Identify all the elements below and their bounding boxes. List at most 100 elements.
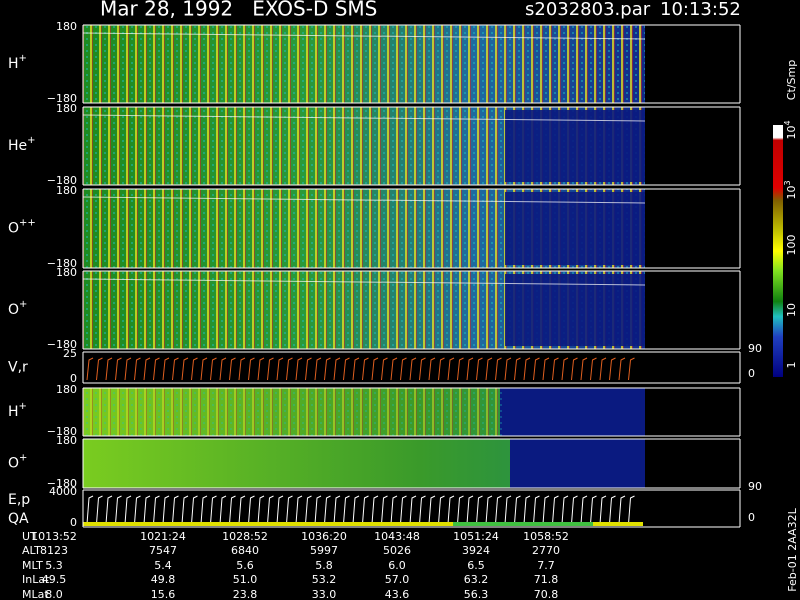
panel-label-sup: + — [19, 299, 27, 310]
tick-label: −180 — [47, 257, 77, 270]
colorbar-label: 10 — [785, 303, 798, 317]
colorbar — [773, 125, 783, 377]
tick-label: 180 — [56, 266, 77, 279]
colorbar-label: 104 — [783, 120, 799, 139]
colorbar-label: 1 — [785, 362, 798, 369]
colorbar-label-base: 10 — [785, 186, 798, 200]
footer-value: 6.5 — [467, 559, 485, 572]
footer-value: 6840 — [231, 544, 259, 557]
qa-bar — [83, 522, 453, 526]
tick-label: −180 — [47, 338, 77, 351]
tick-label: −180 — [47, 477, 77, 490]
tick-label: 180 — [56, 20, 77, 33]
footer-label: MLT — [22, 559, 43, 572]
footer-value: 1021:24 — [140, 530, 186, 543]
footer-value: 5.6 — [236, 559, 254, 572]
footer-value: 53.2 — [312, 573, 337, 586]
panel-label-sup: + — [19, 453, 27, 464]
spectrogram-low — [510, 439, 645, 488]
time: 10:13:52 — [660, 0, 741, 20]
spectrogram-low — [500, 388, 645, 436]
footer-label: MLat — [22, 588, 49, 600]
footer-value: 8123 — [40, 544, 68, 557]
panel-label: He+ — [8, 135, 36, 154]
panel-label-sup: + — [19, 53, 27, 64]
tick-label: 0 — [70, 372, 77, 385]
qa-bar — [593, 522, 643, 526]
footer-value: 5.3 — [45, 559, 63, 572]
spectrogram-stripes — [83, 388, 503, 436]
footer-value: 2770 — [532, 544, 560, 557]
panel-label: V,r — [8, 360, 28, 376]
panel-label-text: O — [8, 221, 19, 237]
footer-value: 5.4 — [154, 559, 172, 572]
panel-label-text: He — [8, 138, 27, 154]
footer-value: 63.2 — [464, 573, 489, 586]
trace — [82, 32, 646, 40]
panel-label: E,p — [8, 492, 30, 508]
tick-label: 180 — [56, 383, 77, 396]
tick-label: 180 — [56, 434, 77, 447]
panel-label: H+ — [8, 401, 27, 420]
panel-label-sup: + — [27, 135, 35, 146]
tick-label: −180 — [47, 174, 77, 187]
panel-label: O+ — [8, 299, 27, 318]
footer-value: 1013:52 — [31, 530, 77, 543]
footer-value: 6.0 — [388, 559, 406, 572]
footer-value: 5026 — [383, 544, 411, 557]
spectrogram-low — [505, 274, 645, 346]
stamp: Feb-01 2AA32L — [786, 507, 799, 591]
footer-value: 71.8 — [534, 573, 559, 586]
qa-bar — [453, 522, 593, 526]
footer-value: 57.0 — [385, 573, 410, 586]
colorbar-label-exp: 4 — [783, 120, 792, 125]
panel-label-sup: + — [19, 401, 27, 412]
panel-label-sup: ++ — [19, 218, 36, 229]
panel-label-text: H — [8, 404, 19, 420]
panel-label-text: V,r — [8, 360, 28, 376]
footer-value: 15.6 — [151, 588, 176, 600]
tick-label: 180 — [56, 102, 77, 115]
tick-label: −180 — [47, 425, 77, 438]
panel-label: QA — [8, 511, 29, 527]
trace — [82, 196, 646, 204]
colorbar-unit: Ct/Smp — [785, 60, 798, 100]
footer-value: 1036:20 — [301, 530, 347, 543]
trace — [86, 357, 635, 381]
footer-label: UT — [22, 530, 37, 543]
right-tick-label: 90 — [748, 480, 762, 493]
trace — [86, 495, 635, 525]
footer-value: 23.8 — [233, 588, 258, 600]
colorbar-label: 103 — [783, 180, 799, 199]
footer-value: 56.3 — [464, 588, 489, 600]
panel-label-text: O — [8, 456, 19, 472]
footer-value: 51.0 — [233, 573, 258, 586]
footer-value: 3924 — [462, 544, 490, 557]
panel-label: O++ — [8, 218, 36, 237]
spectrogram-low — [505, 110, 645, 182]
footer-value: 7.7 — [537, 559, 555, 572]
tick-label: −180 — [47, 92, 77, 105]
spectrogram-low — [505, 192, 645, 265]
footer-value: 43.6 — [385, 588, 410, 600]
footer-value: 33.0 — [312, 588, 337, 600]
tick-label: 0 — [70, 516, 77, 529]
file-name: s2032803.par — [525, 0, 651, 20]
footer-value: 1043:48 — [374, 530, 420, 543]
footer-value: 49.8 — [151, 573, 176, 586]
footer-value: 1058:52 — [523, 530, 569, 543]
trace — [82, 278, 646, 286]
footer-value: 49.5 — [42, 573, 67, 586]
panel-label-text: E,p — [8, 492, 30, 508]
footer-value: 8.0 — [45, 588, 63, 600]
colorbar-label: 100 — [785, 235, 798, 256]
footer-value: 5997 — [310, 544, 338, 557]
right-tick-label: 0 — [748, 367, 755, 380]
footer-value: 1051:24 — [453, 530, 499, 543]
right-tick-label: 90 — [748, 342, 762, 355]
footer-value: 1028:52 — [222, 530, 268, 543]
panel-label-text: H — [8, 56, 19, 72]
title: Mar 28, 1992 EXOS-D SMS — [100, 0, 377, 21]
footer-value: 7547 — [149, 544, 177, 557]
